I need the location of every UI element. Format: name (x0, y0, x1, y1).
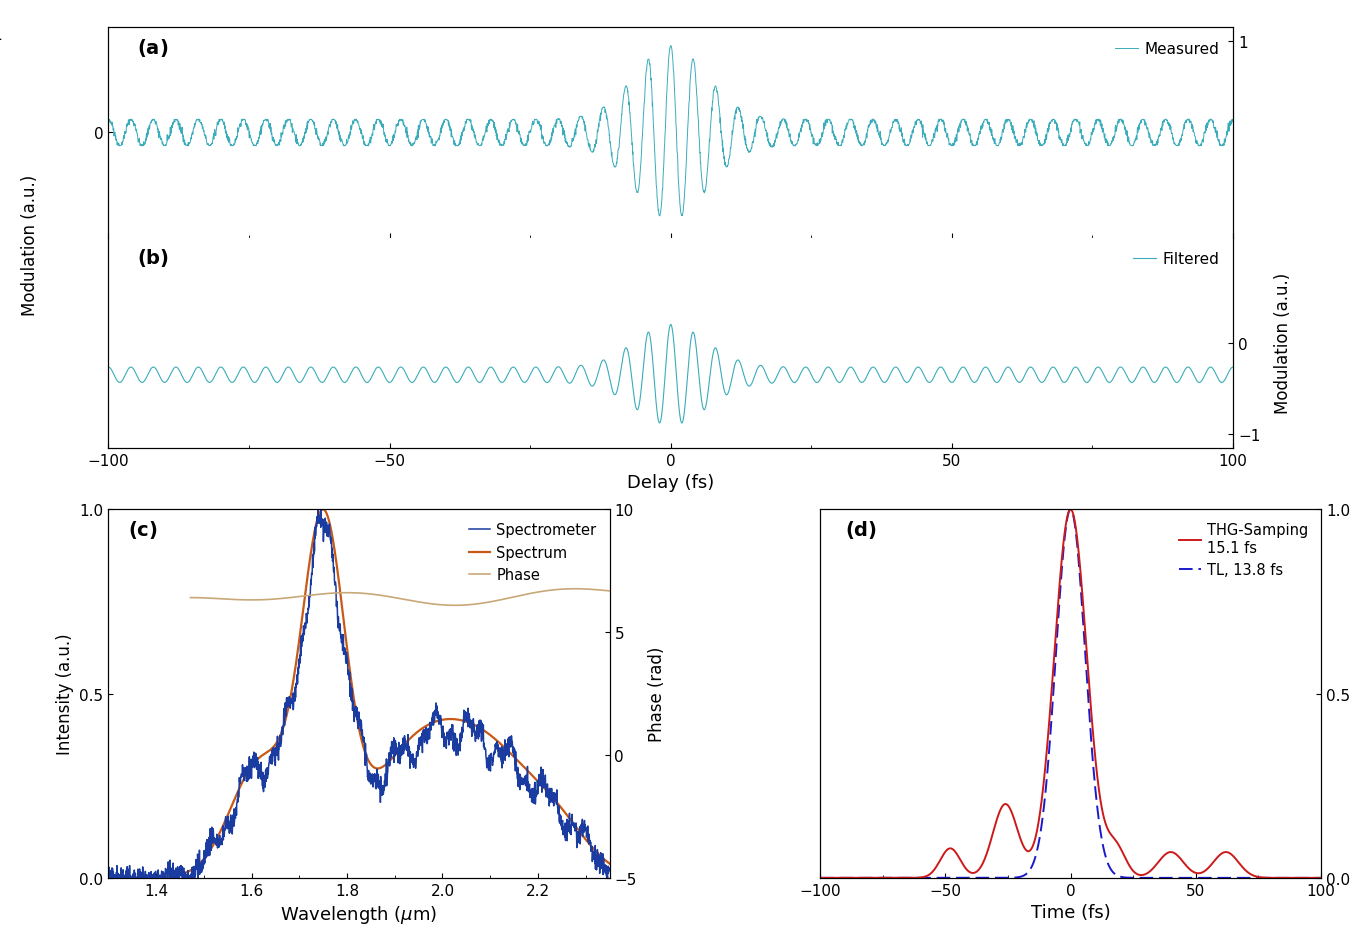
Text: -1: -1 (0, 433, 1, 448)
Legend: THG-Samping
15.1 fs, TL, 13.8 fs: THG-Samping 15.1 fs, TL, 13.8 fs (1173, 517, 1314, 583)
Phase (346, 587, 362, 598)
Line: Spectrum: Spectrum (99, 510, 623, 878)
Spectrum (332, 589, 348, 600)
Spectrum (615, 866, 631, 877)
X-axis label: Time (fs): Time (fs) (1031, 903, 1111, 921)
Legend: Filtered: Filtered (1127, 246, 1225, 273)
Y-axis label: Phase (rad): Phase (rad) (648, 647, 665, 741)
Text: $\bf{(a)}$: $\bf{(a)}$ (137, 37, 168, 59)
Legend: Spectrometer, Spectrum, Phase: Spectrometer, Spectrum, Phase (463, 517, 602, 588)
Text: 1: 1 (0, 28, 1, 43)
Line: Phase: Phase (191, 589, 622, 606)
Spectrum (600, 857, 617, 868)
Y-axis label: Modulation (a.u.): Modulation (a.u.) (1274, 273, 1293, 413)
Text: $\bf{(b)}$: $\bf{(b)}$ (137, 246, 168, 268)
Line: Spectrometer: Spectrometer (99, 510, 623, 878)
Spectrum (504, 750, 520, 761)
Y-axis label: Intensity (a.u.): Intensity (a.u.) (56, 633, 75, 754)
Spectrometer (347, 702, 363, 714)
Spectrum (118, 872, 134, 884)
Spectrometer (600, 862, 617, 873)
X-axis label: Delay (fs): Delay (fs) (627, 474, 714, 492)
Phase (504, 592, 520, 603)
Text: Modulation (a.u.): Modulation (a.u.) (20, 175, 39, 316)
Spectrometer (91, 872, 107, 884)
Spectrometer (600, 866, 617, 877)
Text: $\bf{(c)}$: $\bf{(c)}$ (129, 518, 159, 541)
Spectrometer (310, 504, 327, 515)
Spectrometer (118, 872, 134, 884)
Spectrometer (504, 740, 520, 751)
Spectrum (600, 857, 617, 868)
Phase (600, 585, 617, 597)
Spectrum (314, 504, 331, 515)
Legend: Measured: Measured (1110, 36, 1225, 63)
X-axis label: Wavelength ($\mu$m): Wavelength ($\mu$m) (280, 903, 438, 925)
Text: $\bf{(d)}$: $\bf{(d)}$ (846, 518, 877, 541)
Phase (332, 587, 348, 598)
Spectrometer (332, 629, 348, 640)
Phase (600, 585, 617, 597)
Spectrometer (615, 857, 631, 868)
Spectrum (347, 697, 363, 708)
Spectrum (91, 872, 107, 884)
